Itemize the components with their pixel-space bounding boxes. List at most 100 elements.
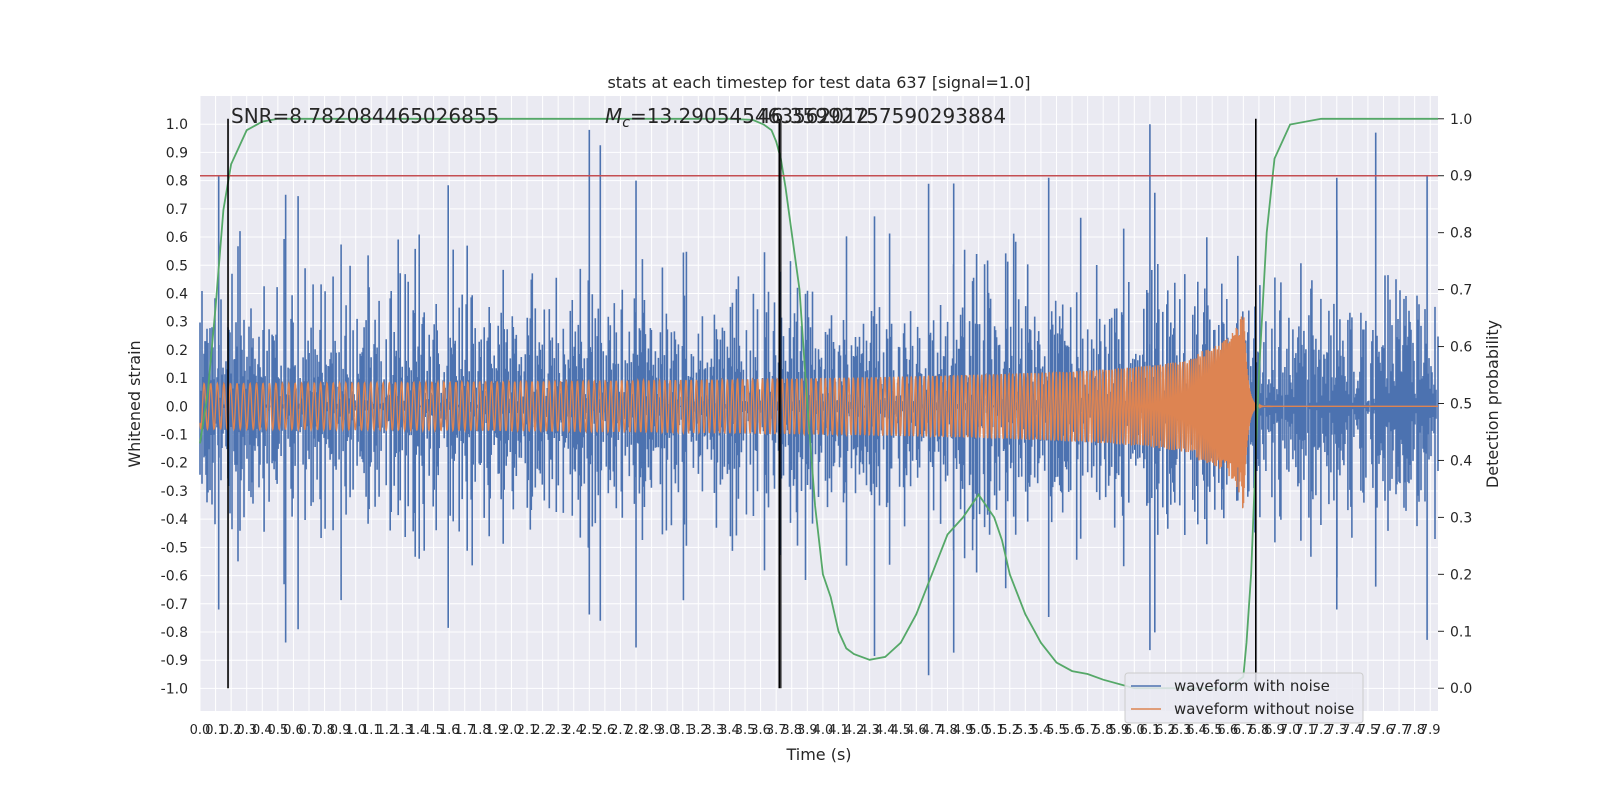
x-tick-label: 7.2 xyxy=(1311,723,1332,738)
x-tick-label: 1.1 xyxy=(361,723,382,738)
y-tick-label-left: 0.4 xyxy=(166,286,188,302)
chirp-mass-annotation: Mc=13.290545463562012 xyxy=(605,104,869,131)
x-tick-label: 2.7 xyxy=(610,723,631,738)
x-tick-label: 1.5 xyxy=(423,723,444,738)
x-tick-label: 5.6 xyxy=(1062,723,1083,738)
y-tick-label-left: -1.0 xyxy=(161,681,188,697)
x-tick-label: 0.7 xyxy=(299,723,320,738)
x-tick-label: 5.2 xyxy=(999,723,1020,738)
x-tick-label: 2.3 xyxy=(548,723,569,738)
x-ticks: 0.00.10.20.30.40.50.60.70.80.91.01.11.21… xyxy=(190,723,1441,738)
y-tick-label-right: 1.0 xyxy=(1450,112,1472,128)
x-tick-label: 3.2 xyxy=(688,723,709,738)
x-tick-label: 4.0 xyxy=(813,723,834,738)
legend-label-noise: waveform with noise xyxy=(1174,677,1330,695)
x-tick-label: 4.3 xyxy=(859,723,880,738)
y-ticks-left: -1.0 -0.9 -0.8 -0.7 -0.6 -0.5 -0.4 -0.3 -0.2 -0.1… xyxy=(161,117,188,697)
snr-annotation: SNR=8.782084465026855 xyxy=(231,104,499,128)
x-tick-label: 1.6 xyxy=(439,723,460,738)
x-tick-label: 2.1 xyxy=(517,723,538,738)
y-tick-label-right: 0.9 xyxy=(1450,169,1472,185)
y-tick-label-right: 0.1 xyxy=(1450,624,1472,640)
y-tick-label-right: 0.2 xyxy=(1450,567,1472,583)
x-tick-label: 7.0 xyxy=(1280,723,1301,738)
x-tick-label: 3.0 xyxy=(657,723,678,738)
x-tick-label: 7.4 xyxy=(1342,723,1363,738)
x-tick-label: 6.4 xyxy=(1186,723,1207,738)
waveform-with-noise-series xyxy=(199,124,1439,676)
x-tick-label: 1.4 xyxy=(408,723,429,738)
y-tick-label-right: 0.4 xyxy=(1450,453,1472,469)
y-tick-label-left: 0.3 xyxy=(166,315,188,331)
y-tick-label-left: -0.8 xyxy=(161,625,188,641)
overlap-annotation: 46.359927575902938​84 xyxy=(758,104,1006,128)
y-tick-label-left: -0.4 xyxy=(161,512,188,528)
y-tick-label-left: 0.8 xyxy=(166,174,188,190)
y-tick-label-left: -0.7 xyxy=(161,597,188,613)
x-tick-label: 0.3 xyxy=(236,723,257,738)
y-ticks-right: 0.0 0.1 0.2 0.3 0.4 0.5 0.6 0.7 0.8 0.9 1.0 xyxy=(1438,112,1472,697)
x-tick-label: 6.1 xyxy=(1140,723,1161,738)
y-tick-label-left: 0.2 xyxy=(166,343,188,359)
x-tick-label: 0.6 xyxy=(283,723,304,738)
x-tick-label: 5.1 xyxy=(984,723,1005,738)
x-tick-label: 6.2 xyxy=(1155,723,1176,738)
x-tick-label: 4.1 xyxy=(828,723,849,738)
x-tick-label: 1.8 xyxy=(470,723,491,738)
x-tick-label: 3.6 xyxy=(750,723,771,738)
x-tick-label: 2.8 xyxy=(626,723,647,738)
x-tick-label: 5.9 xyxy=(1108,723,1129,738)
x-tick-label: 7.5 xyxy=(1358,723,1379,738)
x-tick-label: 3.7 xyxy=(766,723,787,738)
y-tick-label-right: 0.6 xyxy=(1450,340,1472,356)
y-axis-label-left: Whitened strain xyxy=(125,340,144,467)
y-tick-label-left: -0.2 xyxy=(161,456,188,472)
x-tick-label: 0.8 xyxy=(314,723,335,738)
waveform-without-noise-series xyxy=(199,316,1438,509)
x-tick-label: 1.2 xyxy=(377,723,398,738)
y-tick-label-left: -0.5 xyxy=(161,540,188,556)
y-tick-label-left: 0.9 xyxy=(166,145,188,161)
chirp-mass-symbol: M xyxy=(605,104,622,128)
y-tick-label-left: -0.1 xyxy=(161,428,188,444)
y-tick-label-right: 0.7 xyxy=(1450,283,1472,299)
x-tick-label: 4.7 xyxy=(922,723,943,738)
y-tick-label-right: 0.3 xyxy=(1450,510,1472,526)
x-tick-label: 2.6 xyxy=(595,723,616,738)
x-tick-label: 6.6 xyxy=(1217,723,1238,738)
y-tick-label-left: -0.6 xyxy=(161,569,188,585)
x-tick-label: 4.5 xyxy=(890,723,911,738)
x-tick-label: 1.7 xyxy=(454,723,475,738)
chirp-mass-subscript: c xyxy=(622,115,630,131)
x-axis-label: Time (s) xyxy=(785,745,851,764)
legend-label-clean: waveform without noise xyxy=(1174,700,1354,718)
y-tick-label-left: -0.9 xyxy=(161,653,188,669)
x-tick-label: 4.2 xyxy=(844,723,865,738)
x-tick-label: 0.9 xyxy=(330,723,351,738)
x-tick-label: 2.5 xyxy=(579,723,600,738)
vertical-markers xyxy=(227,118,1257,689)
y-tick-label-left: 0.0 xyxy=(166,399,188,415)
x-tick-label: 6.0 xyxy=(1124,723,1145,738)
x-tick-label: 5.7 xyxy=(1077,723,1098,738)
x-tick-label: 3.8 xyxy=(781,723,802,738)
x-tick-label: 4.8 xyxy=(937,723,958,738)
x-tick-label: 7.7 xyxy=(1389,723,1410,738)
x-tick-label: 2.4 xyxy=(563,723,584,738)
x-tick-label: 0.2 xyxy=(221,723,242,738)
x-tick-label: 1.0 xyxy=(345,723,366,738)
x-tick-label: 6.9 xyxy=(1264,723,1285,738)
legend: waveform with noise waveform without noi… xyxy=(1124,672,1364,724)
x-tick-label: 4.6 xyxy=(906,723,927,738)
chirp-mass-value: =13.290545463562012 xyxy=(630,104,869,128)
x-tick-label: 3.4 xyxy=(719,723,740,738)
x-tick-label: 5.3 xyxy=(1015,723,1036,738)
y-tick-label-left: 0.5 xyxy=(166,258,188,274)
y-tick-label-left: 0.6 xyxy=(166,230,188,246)
x-tick-label: 2.9 xyxy=(641,723,662,738)
y-tick-label-left: 0.1 xyxy=(166,371,188,387)
x-tick-label: 7.8 xyxy=(1404,723,1425,738)
x-tick-label: 7.6 xyxy=(1373,723,1394,738)
y-tick-label-right: 0.5 xyxy=(1450,397,1472,413)
